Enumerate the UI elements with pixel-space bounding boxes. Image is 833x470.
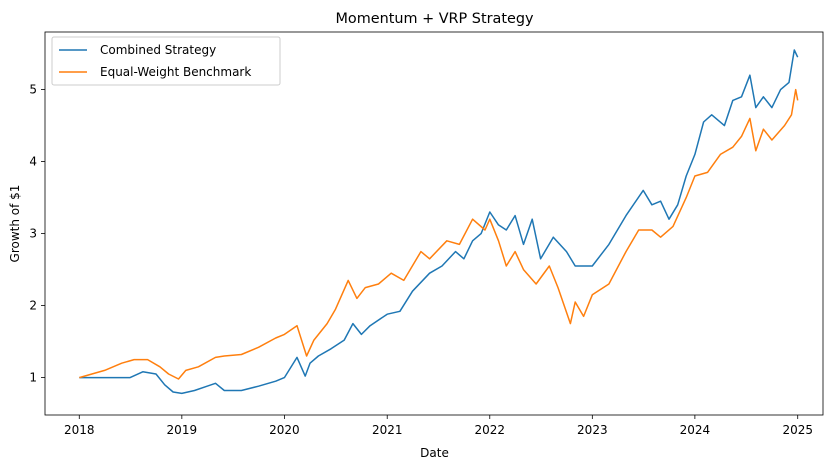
y-tick-label-4: 4 bbox=[29, 155, 37, 169]
x-tick-label-2021: 2021 bbox=[372, 423, 403, 437]
plot-area bbox=[44, 31, 824, 416]
x-tick-label-2019: 2019 bbox=[167, 423, 198, 437]
legend-label-equal-weight-benchmark: Equal-Weight Benchmark bbox=[100, 65, 251, 79]
series-layer bbox=[79, 49, 799, 395]
y-axis-label: Growth of $1 bbox=[8, 185, 22, 263]
x-tick-label-2023: 2023 bbox=[577, 423, 608, 437]
x-tick-label-2025: 2025 bbox=[782, 423, 813, 437]
plot-frame bbox=[44, 31, 824, 416]
x-axis-label: Date bbox=[420, 446, 449, 460]
legend-box bbox=[51, 36, 281, 86]
x-axis-ticks: 2018 2019 2020 2021 2022 2023 2024 2025 bbox=[64, 415, 813, 437]
y-axis-ticks: 1 2 3 4 5 bbox=[29, 83, 45, 385]
y-tick-label-3: 3 bbox=[29, 227, 37, 241]
x-tick-label-2022: 2022 bbox=[474, 423, 505, 437]
y-tick-label-5: 5 bbox=[29, 83, 37, 97]
chart-title: Momentum + VRP Strategy bbox=[336, 11, 534, 27]
series-line-combined-strategy bbox=[79, 49, 799, 395]
y-tick-label-1: 1 bbox=[29, 371, 37, 385]
legend: Combined Strategy Equal-Weight Benchmark bbox=[51, 36, 281, 86]
x-tick-label-2018: 2018 bbox=[64, 423, 95, 437]
y-tick-label-2: 2 bbox=[29, 299, 37, 313]
series-line-equal-weight-benchmark bbox=[79, 88, 799, 380]
x-tick-label-2024: 2024 bbox=[680, 423, 711, 437]
x-tick-label-2020: 2020 bbox=[269, 423, 300, 437]
legend-label-combined-strategy: Combined Strategy bbox=[100, 43, 216, 57]
